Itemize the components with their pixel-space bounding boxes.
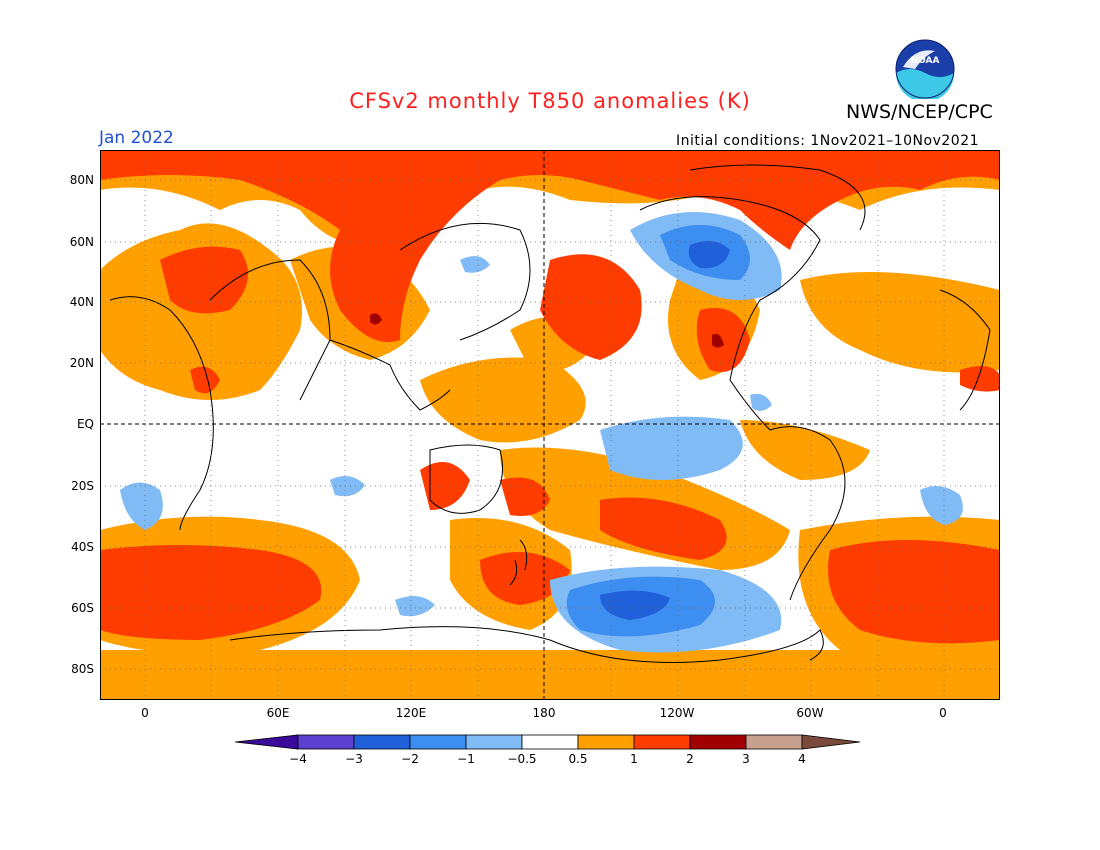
lat-label-40n: 40N [69, 295, 94, 309]
colorbar-segment-below-m4 [235, 734, 299, 750]
anomaly-cool3-regions [600, 241, 730, 620]
initial-conditions: Initial conditions: 1Nov2021–10Nov2021 [676, 133, 980, 149]
lon-label-60e: 60E [266, 706, 290, 720]
lat-label-20s: 20S [71, 479, 94, 493]
lon-label-180: 180 [532, 706, 556, 720]
colorbar-segment-above-4 [801, 734, 861, 750]
lat-label-60s: 60S [71, 601, 94, 615]
valid-month: Jan 2022 [99, 128, 174, 148]
colorbar-label-1: 1 [630, 752, 638, 766]
grid-lines [100, 150, 1000, 700]
colorbar-label-m05: −0.5 [507, 752, 537, 766]
lon-label-120e: 120E [395, 706, 427, 720]
colorbar-label-m1: −1 [457, 752, 475, 766]
anomaly-warm3-regions [370, 313, 724, 348]
lon-label-60w: 60W [796, 706, 824, 720]
lon-label-120w: 120W [659, 706, 695, 720]
colorbar-segment-m2-m1 [409, 734, 467, 750]
colorbar-segment-m1-m05 [465, 734, 523, 750]
lat-label-80s: 80S [71, 662, 94, 676]
logo-text: NOAA [911, 56, 940, 66]
colorbar-label-05: 0.5 [568, 752, 588, 766]
lat-label-80n: 80N [69, 173, 94, 187]
colorbar-segment-m05-05 [521, 734, 579, 750]
colorbar-segment-m4-m3 [297, 734, 355, 750]
lon-label-0-west: 0 [141, 706, 149, 720]
noaa-logo: NOAA [895, 39, 955, 99]
anomaly-warm2-regions [100, 150, 1000, 644]
lat-label-eq: EQ [76, 417, 94, 431]
coastlines [109, 164, 991, 663]
colorbar [235, 734, 861, 750]
colorbar-segment-2-3 [689, 734, 747, 750]
colorbar-label-m3: −3 [345, 752, 363, 766]
agency-label: NWS/NCEP/CPC [846, 101, 993, 123]
colorbar-segment-3-4 [745, 734, 803, 750]
colorbar-label-4: 4 [798, 752, 806, 766]
anomaly-map [100, 150, 1000, 700]
colorbar-label-m2: −2 [401, 752, 419, 766]
lat-label-40s: 40S [71, 540, 94, 554]
colorbar-label-3: 3 [742, 752, 750, 766]
colorbar-label-m4: −4 [289, 752, 307, 766]
reference-lines [100, 150, 1000, 700]
lon-label-0-east: 0 [939, 706, 947, 720]
colorbar-label-2: 2 [686, 752, 694, 766]
lat-label-60n: 60N [69, 235, 94, 249]
map-title: CFSv2 monthly T850 anomalies (K) [349, 89, 751, 113]
colorbar-segment-05-1 [577, 734, 635, 750]
colorbar-segment-m3-m2 [353, 734, 411, 750]
colorbar-segment-1-2 [633, 734, 691, 750]
map-frame [100, 150, 1000, 700]
lat-label-20n: 20N [69, 356, 94, 370]
